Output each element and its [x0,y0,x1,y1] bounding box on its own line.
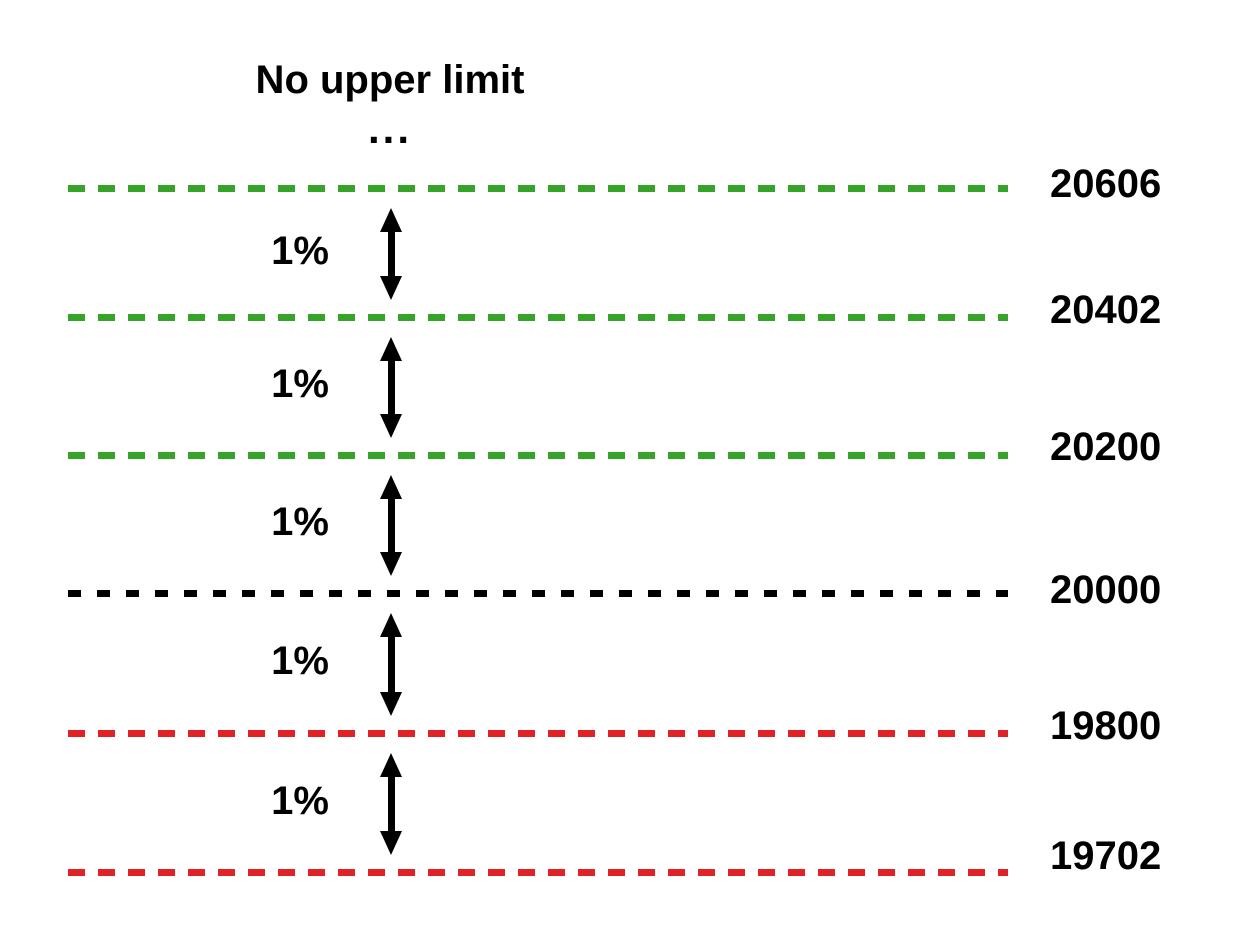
price-level-label: 20000 [1050,568,1162,612]
price-level-label: 20606 [1050,162,1162,206]
double-arrow [379,613,403,716]
percent-label: 1% [271,362,329,406]
arrow-head-down-icon [380,552,402,576]
arrow-shaft [387,353,395,422]
double-arrow [379,208,403,300]
arrow-head-down-icon [380,414,402,438]
ellipsis-label: ... [367,105,413,152]
double-arrow [379,337,403,438]
price-level-label: 19702 [1050,834,1162,878]
arrow-head-up-icon [380,337,402,361]
percent-label: 1% [271,500,329,544]
percent-label: 1% [271,778,329,823]
price-level-label: 20402 [1050,288,1162,332]
arrow-shaft [387,224,395,284]
price-level-line-down [68,869,1008,876]
double-arrow [379,753,403,855]
double-arrow [379,475,403,576]
arrow-head-down-icon [380,831,402,855]
price-level-label: 19800 [1050,704,1162,748]
arrow-head-down-icon [380,692,402,716]
arrow-head-down-icon [380,276,402,300]
arrow-shaft [387,629,395,700]
arrow-head-up-icon [380,753,402,777]
arrow-head-up-icon [380,208,402,232]
price-level-label: 20200 [1050,425,1162,469]
price-level-line-down [68,730,1008,737]
arrow-shaft [387,491,395,560]
arrow-head-up-icon [380,613,402,637]
price-level-line-up [68,452,1008,459]
price-level-line-up [68,314,1008,321]
diagram-title: No upper limit [255,58,525,102]
percent-label: 1% [271,228,329,273]
percent-label: 1% [271,639,329,683]
price-level-line-base [68,590,1008,597]
price-level-line-up [68,185,1008,192]
arrow-head-up-icon [380,475,402,499]
arrow-shaft [387,769,395,839]
